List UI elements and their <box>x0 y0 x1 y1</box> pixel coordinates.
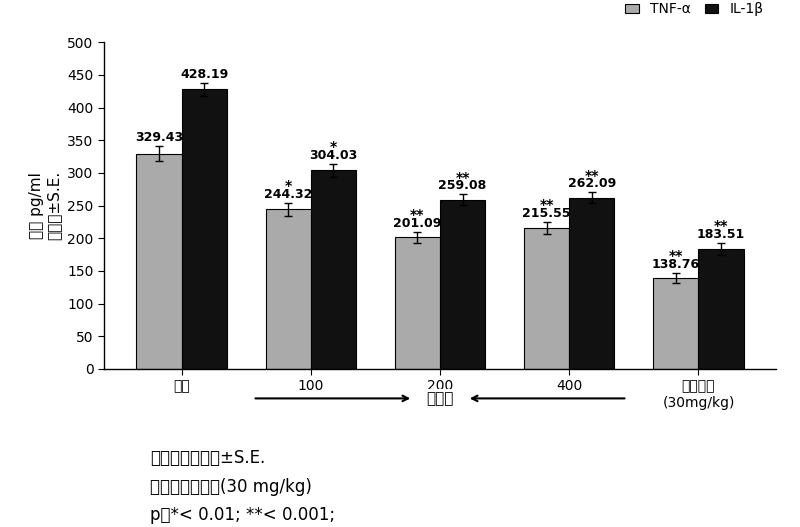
Bar <box>182 89 226 369</box>
Text: 组合物: 组合物 <box>426 391 454 406</box>
Text: 215.55: 215.55 <box>522 207 571 220</box>
Bar <box>266 209 310 369</box>
Bar <box>654 278 698 369</box>
Text: 201.09: 201.09 <box>393 217 442 230</box>
Bar <box>394 238 440 369</box>
Bar <box>570 198 614 369</box>
Text: **: ** <box>669 249 683 263</box>
Bar <box>310 170 356 369</box>
Text: 244.32: 244.32 <box>264 188 312 201</box>
Bar <box>524 228 570 369</box>
Text: **: ** <box>714 219 728 233</box>
Bar <box>698 249 744 369</box>
Text: 138.76: 138.76 <box>652 258 700 271</box>
Text: 値表示为平均値±S.E.: 値表示为平均値±S.E. <box>150 449 266 467</box>
Text: 略利普兰：标准(30 mg/kg): 略利普兰：标准(30 mg/kg) <box>150 477 312 496</box>
Text: 329.43: 329.43 <box>135 131 183 144</box>
Text: 183.51: 183.51 <box>697 228 746 241</box>
Text: **: ** <box>455 171 470 184</box>
Text: 262.09: 262.09 <box>568 178 616 190</box>
Text: 428.19: 428.19 <box>180 67 228 81</box>
Y-axis label: 浓度 pg/ml
平均値±S.E.: 浓度 pg/ml 平均値±S.E. <box>30 171 62 240</box>
Text: **: ** <box>410 209 425 222</box>
Text: *: * <box>330 140 337 154</box>
Text: *: * <box>285 179 292 193</box>
Bar <box>136 154 182 369</box>
Text: 259.08: 259.08 <box>438 179 486 192</box>
Bar <box>440 200 486 369</box>
Text: **: ** <box>539 198 554 212</box>
Text: **: ** <box>585 169 599 182</box>
Text: 304.03: 304.03 <box>310 149 358 162</box>
Text: p値*< 0.01; **< 0.001;: p値*< 0.01; **< 0.001; <box>150 506 335 524</box>
Legend: TNF-α, IL-1β: TNF-α, IL-1β <box>619 0 769 22</box>
